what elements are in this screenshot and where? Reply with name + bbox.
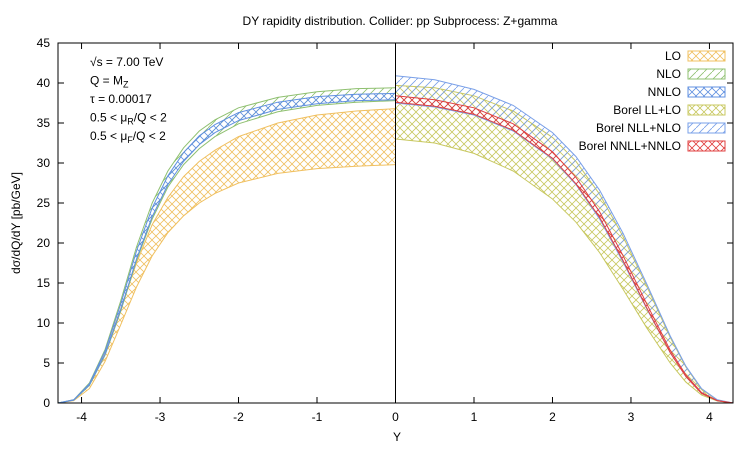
chart-title: DY rapidity distribution. Collider: pp S… xyxy=(243,14,558,28)
legend-swatch xyxy=(687,140,726,152)
band-lower-line xyxy=(57,164,396,404)
x-tick-label: 0 xyxy=(392,410,399,424)
legend-item: NLO xyxy=(656,67,726,81)
bands-layer xyxy=(57,75,734,404)
band-series xyxy=(395,84,734,404)
y-tick-label: 15 xyxy=(37,276,51,290)
annotation-suffix: /Q < 2 xyxy=(134,111,167,125)
x-tick-label: -2 xyxy=(233,410,244,424)
annotation-text: τ = 0.00017 xyxy=(90,92,152,106)
legend-item: Borel NNLL+NNLO xyxy=(579,139,726,153)
x-tick-label: 1 xyxy=(471,410,478,424)
legend-swatch xyxy=(687,68,726,80)
y-tick-label: 40 xyxy=(37,76,51,90)
legend-item: Borel LL+LO xyxy=(613,103,726,117)
band-upper-line xyxy=(57,87,396,404)
band-upper-line xyxy=(395,95,734,404)
legend-item: LO xyxy=(665,49,726,63)
y-tick-label: 45 xyxy=(37,36,51,50)
legend-label: Borel LL+LO xyxy=(613,103,681,117)
x-tick-label: 4 xyxy=(706,410,713,424)
legend-swatch xyxy=(687,50,726,62)
band-fill xyxy=(395,85,733,404)
y-tick-label: 0 xyxy=(43,396,50,410)
annotation-suffix: /Q < 2 xyxy=(133,129,166,143)
y-tick-label: 10 xyxy=(37,316,51,330)
band-upper-line xyxy=(395,75,734,404)
annotation-main: 0.5 < μ xyxy=(90,111,127,125)
y-axis-label: dσ/dQ/dY [pb/GeV] xyxy=(9,172,23,274)
band-series xyxy=(57,108,396,404)
axes-layer: 0 5 10 15 20 25 30 35 40 45 -4 -3 -2 -1 0 1 2 3 4 xyxy=(37,36,734,424)
y-tick-label: 5 xyxy=(43,356,50,370)
annotation-main: 0.5 < μ xyxy=(90,129,127,143)
band-lower-line xyxy=(395,101,734,404)
legend: LO NLO NNLO Borel LL+LO Borel NLL+NLO Borel N… xyxy=(579,49,726,153)
annotation-main: Q = M xyxy=(90,74,123,88)
y-tick-label: 30 xyxy=(37,156,51,170)
annotation-text: 0.5 < μR/Q < 2 xyxy=(90,111,167,127)
legend-swatch xyxy=(687,122,726,134)
annotation-main: √s = 7.00 TeV xyxy=(90,55,163,69)
band-lower-line xyxy=(57,99,396,404)
legend-item: NNLO xyxy=(648,85,726,99)
y-tick-label: 25 xyxy=(37,196,51,210)
band-lower-line xyxy=(395,138,734,404)
y-tick-label: 35 xyxy=(37,116,51,130)
annotation-text: 0.5 < μF/Q < 2 xyxy=(90,129,166,145)
band-series xyxy=(57,92,396,404)
legend-item: Borel NLL+NLO xyxy=(596,121,726,135)
x-tick-label: -1 xyxy=(312,410,323,424)
annotation-subscript: F xyxy=(127,135,133,145)
x-tick-label: -4 xyxy=(76,410,87,424)
annotation-subscript: R xyxy=(127,117,134,127)
legend-label: Borel NNLL+NNLO xyxy=(579,139,681,153)
annotation-subscript: Z xyxy=(123,80,129,90)
y-tick-label: 20 xyxy=(37,236,51,250)
legend-swatch xyxy=(687,86,726,98)
annotation-main: τ = 0.00017 xyxy=(90,92,152,106)
annotation-text: √s = 7.00 TeV xyxy=(90,55,163,69)
x-tick-label: 2 xyxy=(549,410,556,424)
band-upper-line xyxy=(57,92,396,404)
legend-label: NNLO xyxy=(648,85,681,99)
annotation-text: Q = MZ xyxy=(90,74,129,90)
band-series xyxy=(395,95,734,404)
legend-label: LO xyxy=(665,49,681,63)
x-tick-label: 3 xyxy=(628,410,635,424)
x-axis-label: Y xyxy=(393,430,401,444)
legend-label: Borel NLL+NLO xyxy=(596,121,681,135)
legend-label: NLO xyxy=(656,67,681,81)
band-fill xyxy=(58,108,396,403)
legend-swatch xyxy=(687,104,726,116)
x-tick-label: -3 xyxy=(155,410,166,424)
